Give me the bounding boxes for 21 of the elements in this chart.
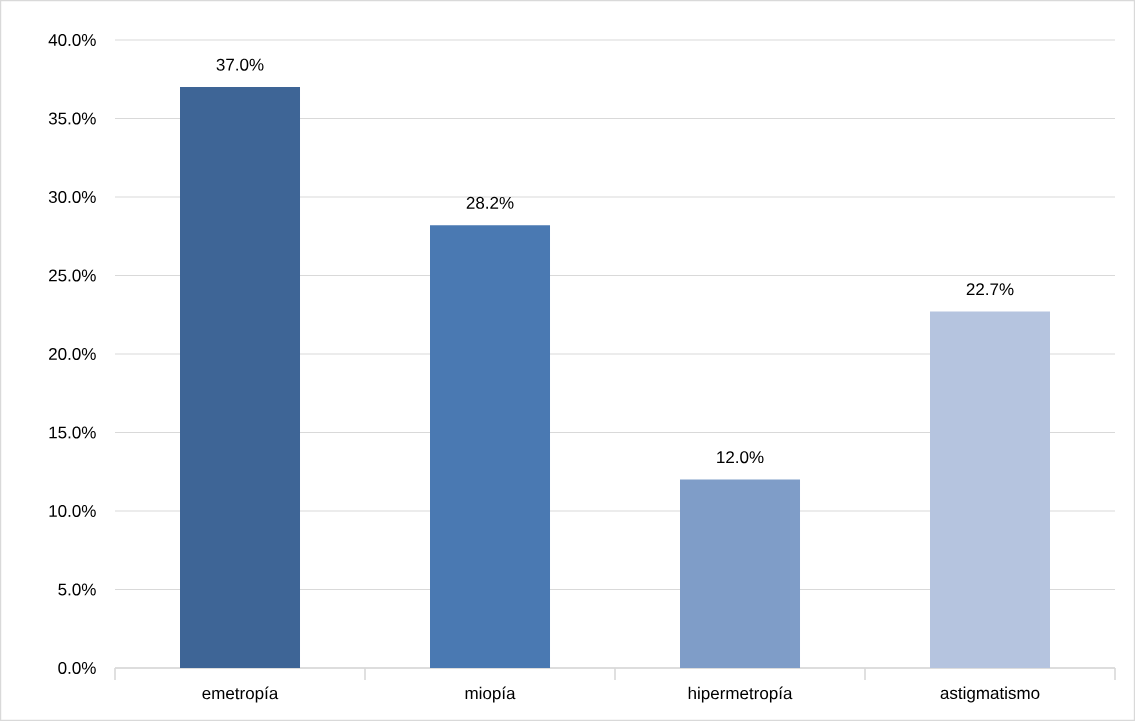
y-tick-label: 20.0%	[49, 347, 96, 360]
data-label: 22.7%	[966, 283, 1014, 296]
bar	[180, 87, 301, 668]
bar	[430, 225, 551, 668]
y-tick-label: 40.0%	[48, 33, 96, 46]
y-tick-label: 30.0%	[48, 190, 96, 203]
y-tick-label: 10.0%	[49, 504, 96, 517]
y-tick-label: 0.0%	[58, 661, 96, 674]
bar	[930, 311, 1051, 668]
x-tick-label: hipermetropía	[688, 686, 793, 703]
y-tick-label: 25.0%	[49, 269, 96, 282]
data-label: 12.0%	[717, 451, 764, 464]
data-label: 28.2%	[466, 196, 514, 209]
x-tick-label: miopía	[465, 686, 516, 703]
bar	[680, 479, 801, 668]
x-tick-label: emetropía	[202, 686, 279, 703]
data-label: 37.0%	[216, 58, 264, 71]
x-tick-label: astigmatismo	[940, 686, 1040, 703]
y-tick-label: 35.0%	[48, 112, 96, 125]
y-tick-label: 5.0%	[58, 583, 96, 596]
y-tick-label: 15.0%	[49, 426, 96, 439]
